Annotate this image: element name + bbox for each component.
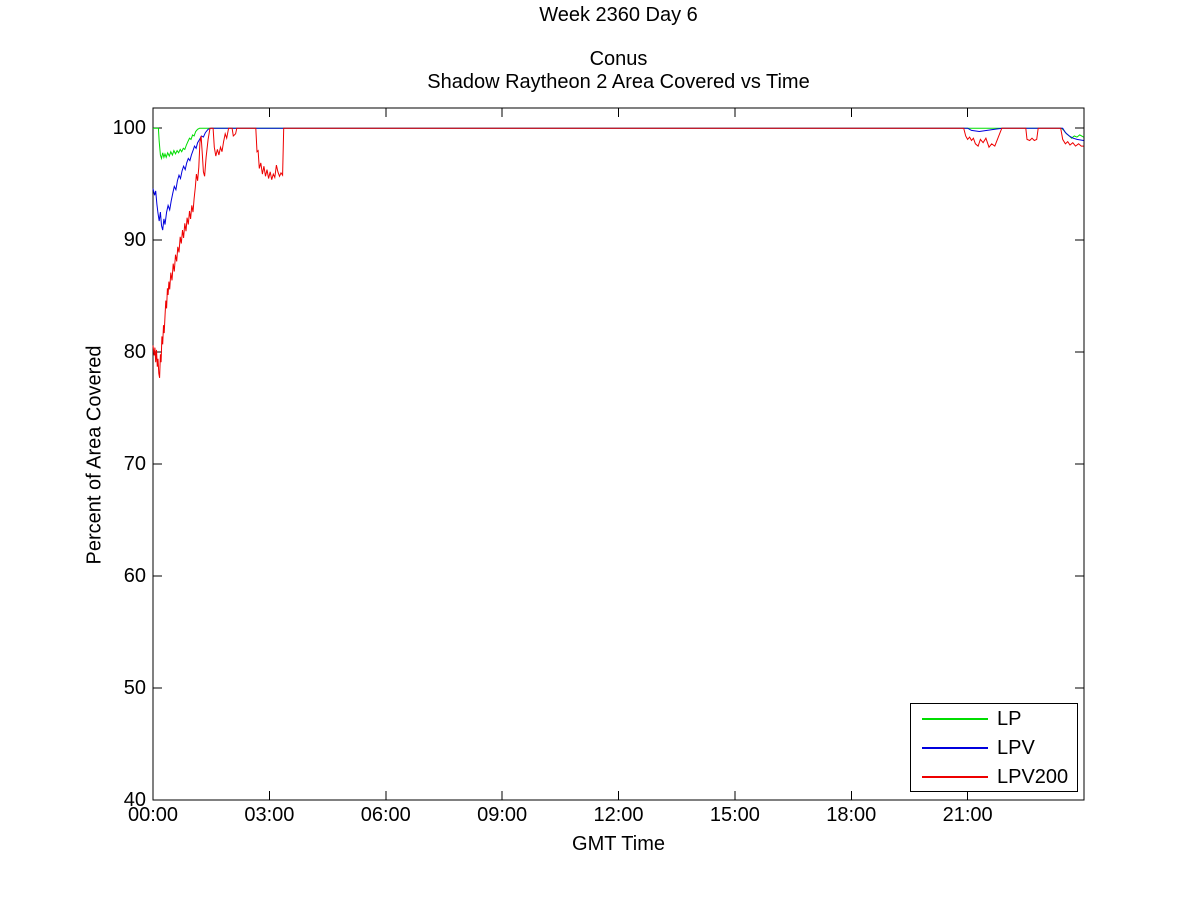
x-tick-label: 03:00 [244,804,295,826]
legend-label-lp: LP [997,707,1022,730]
x-tick-label: 15:00 [709,804,760,826]
axes-box [152,107,1085,801]
legend-label-lpv200: LPV200 [997,765,1069,788]
y-tick-label: 50 [123,677,146,700]
y-tick-label: 90 [123,229,146,252]
x-tick-label: 09:00 [477,804,528,826]
series-lp [153,127,1084,161]
x-axis-label: GMT Time [572,833,665,855]
chart-title-line1: Conus [589,48,648,70]
x-tick-label: 06:00 [360,804,411,826]
series-lpv [152,127,1084,231]
lpv-line-sample [922,746,988,749]
x-tick-label: 21:00 [942,804,993,826]
lp-line-sample [922,717,988,720]
legend-item-lp: LP [911,704,1077,733]
series-lpv200 [152,127,1084,378]
legend-label-lpv: LPV [997,736,1035,759]
y-tick-label: 40 [123,789,146,811]
chart-title-line2: Shadow Raytheon 2 Area Covered vs Time [427,71,810,93]
lpv200-line-sample [922,775,988,778]
x-tick-label: 12:00 [593,804,644,826]
legend-item-lpv: LPV [911,733,1077,762]
figure-suptitle: Week 2360 Day 6 [539,4,698,26]
y-tick-label: 60 [123,565,146,588]
legend-item-lpv200: LPV200 [911,762,1077,791]
x-tick-label: 18:00 [826,804,877,826]
y-tick-label: 70 [123,453,146,476]
legend: LP LPV LPV200 [910,703,1078,792]
y-tick-label: 100 [112,117,146,140]
y-tick-label: 80 [123,341,146,364]
x-tick-label: 00:00 [127,804,179,826]
